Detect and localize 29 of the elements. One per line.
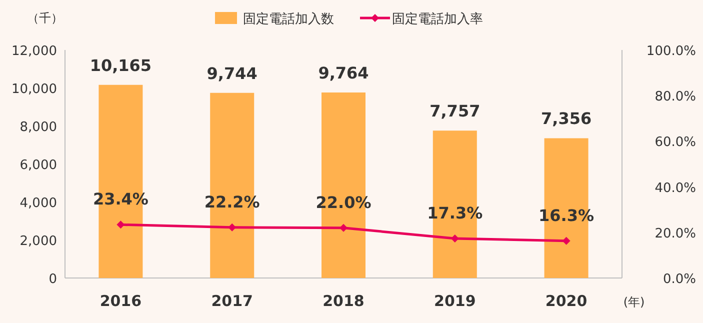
x-tick-label: 2018	[322, 292, 364, 310]
legend-label: 固定電話加入数	[243, 12, 334, 27]
x-tick-label: 2016	[100, 292, 142, 310]
y-tick-label: 2,000	[20, 234, 57, 249]
y2-tick-label: 40.0%	[654, 180, 696, 196]
y2-tick-label: 100.0%	[646, 44, 696, 59]
y-tick-label: 6,000	[20, 158, 57, 173]
point	[450, 234, 459, 243]
y-tick-label: 8,000	[20, 120, 57, 135]
x-tick-label: 2017	[211, 292, 253, 310]
y-tick-label: 10,000	[12, 82, 57, 97]
x-tick-label: 2020	[545, 292, 588, 310]
y2-tick-label: 0.0%	[662, 272, 696, 287]
y-tick-label: 12,000	[12, 44, 57, 59]
y-axis-title: （千）	[27, 11, 63, 25]
point	[340, 224, 348, 232]
legend-label: 固定電話加入率	[392, 11, 483, 27]
y2-tick-label: 20.0%	[654, 226, 696, 242]
y-tick-label: 0	[48, 272, 57, 287]
y2-tick-label: 80.0%	[654, 90, 696, 105]
x-tick-label: 2019	[434, 292, 476, 310]
data-label: 7,356	[540, 109, 592, 128]
y-tick-label: 4,000	[20, 196, 57, 211]
data-label: 7,757	[430, 102, 480, 121]
data-label: 9,764	[318, 63, 369, 82]
data-label: 10,165	[90, 56, 152, 75]
y2-tick-label: 60.0%	[654, 135, 696, 150]
x-axis-title: (年)	[623, 295, 645, 309]
data-label: 9,744	[206, 64, 258, 83]
